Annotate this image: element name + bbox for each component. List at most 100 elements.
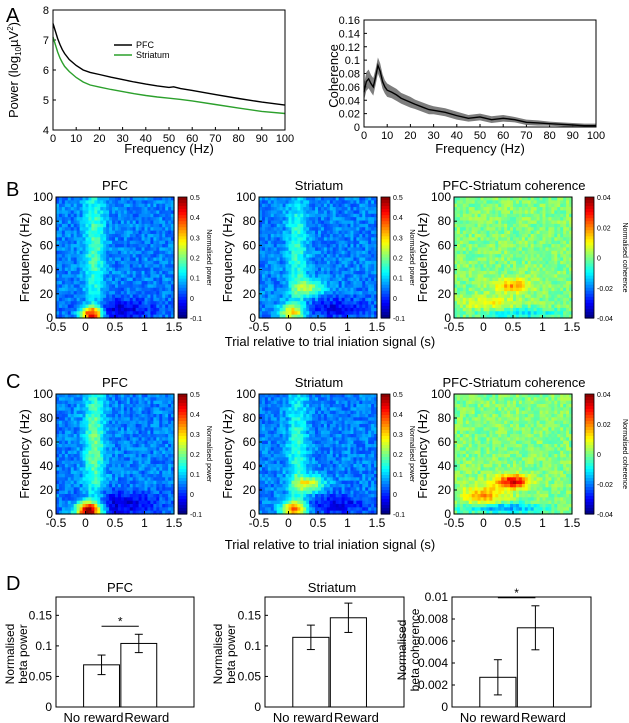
heatmap-cell xyxy=(112,277,116,282)
heatmap-cell xyxy=(326,264,331,269)
heatmap-cell xyxy=(171,287,175,292)
heatmap-cell xyxy=(282,220,287,225)
heatmap-cell xyxy=(326,220,331,225)
heatmap-cell xyxy=(515,233,520,238)
heatmap-cell xyxy=(171,274,175,279)
heatmap-cell xyxy=(64,311,69,316)
heatmap-cell xyxy=(88,237,92,242)
heatmap-xtick-label: 1.5 xyxy=(166,320,183,334)
heatmap-cell xyxy=(507,291,511,296)
heatmap-cell xyxy=(279,254,284,259)
heatmap-cell xyxy=(489,213,493,218)
heatmap-cell xyxy=(291,297,295,302)
heatmap-cell xyxy=(465,260,470,265)
heatmap-cell xyxy=(312,270,316,275)
heatmap-cell xyxy=(515,291,520,296)
heatmap-cell xyxy=(79,203,84,208)
heatmap-cell xyxy=(332,233,337,238)
heatmap-cell xyxy=(64,210,69,215)
heatmap-cell xyxy=(303,240,307,245)
heatmap-cell xyxy=(459,240,464,245)
heatmap-cell xyxy=(563,260,567,265)
heatmap-cell xyxy=(309,297,313,302)
heatmap-cell xyxy=(471,291,476,296)
heatmap-ylabel: Frequency (Hz) xyxy=(17,213,32,303)
heatmap-cell xyxy=(291,264,295,269)
heatmap-cell xyxy=(291,200,295,205)
heatmap-cell xyxy=(353,264,357,269)
heatmap-cell xyxy=(153,230,157,235)
heatmap-cell xyxy=(563,233,567,238)
heatmap-cell xyxy=(85,223,90,228)
heatmap-cell xyxy=(120,301,125,306)
heatmap-cell xyxy=(303,223,307,228)
heatmap-cell xyxy=(82,291,87,296)
heatmap-cell xyxy=(309,260,313,265)
heatmap-cell xyxy=(477,311,482,316)
heatmap-cell xyxy=(150,197,154,201)
heatmap-cell xyxy=(70,260,75,265)
heatmap-cell xyxy=(521,307,526,312)
heatmap-cell xyxy=(539,247,544,252)
heatmap-cell xyxy=(150,294,154,299)
heatmap-cell xyxy=(486,257,490,262)
heatmap-cell xyxy=(504,304,508,309)
heatmap-cell xyxy=(91,207,95,212)
heatmap-cell xyxy=(507,314,511,319)
heatmap-cell xyxy=(73,244,78,249)
heatmap-cell xyxy=(318,203,322,208)
heatmap-cell xyxy=(150,301,154,306)
heatmap-cell xyxy=(123,314,128,319)
heatmap-cell xyxy=(365,287,369,292)
heatmap-cell xyxy=(548,227,552,232)
heatmap-cell xyxy=(91,223,95,228)
heatmap-cell xyxy=(513,294,517,299)
heatmap-cell xyxy=(329,307,334,312)
heatmap-cell xyxy=(501,237,505,242)
heatmap-cell xyxy=(350,217,354,222)
heatmap-cell xyxy=(315,240,319,245)
heatmap-cell xyxy=(153,314,157,319)
heatmap-ytick-label: 0 xyxy=(444,311,451,325)
heatmap-cell xyxy=(359,274,363,279)
heatmap-cell xyxy=(456,213,461,218)
heatmap-cell xyxy=(347,284,352,289)
heatmap-cell xyxy=(374,220,378,225)
heatmap-cell xyxy=(123,233,128,238)
heatmap-cell xyxy=(468,254,473,259)
heatmap-cell xyxy=(126,257,131,262)
heatmap-cell xyxy=(294,304,298,309)
heatmap-cell xyxy=(97,314,101,319)
heatmap-cell xyxy=(513,203,517,208)
heatmap-cell xyxy=(521,291,526,296)
heatmap-cell xyxy=(374,213,378,218)
heatmap-cell xyxy=(318,284,322,289)
heatmap-cell xyxy=(504,220,508,225)
heatmap-cell xyxy=(56,227,60,232)
heatmap-cell xyxy=(536,281,541,285)
heatmap-cell xyxy=(291,274,295,279)
heatmap-cell xyxy=(557,220,561,225)
heatmap-cell xyxy=(150,244,154,249)
heatmap-cell xyxy=(79,213,84,218)
heatmap-cell xyxy=(70,394,75,398)
heatmap-cell xyxy=(132,304,137,309)
heatmap-cell xyxy=(279,311,284,316)
heatmap-cell xyxy=(492,311,496,316)
heatmap-cell xyxy=(320,277,325,282)
heatmap-cell xyxy=(495,277,499,282)
heatmap-cell xyxy=(282,210,287,215)
heatmap-xtick-label: -0.5 xyxy=(249,320,270,334)
heatmap-cell xyxy=(454,233,458,238)
heatmap-cell xyxy=(91,287,95,292)
heatmap-cell xyxy=(259,311,263,316)
colorbar-segment xyxy=(381,239,390,243)
heatmap-cell xyxy=(542,287,547,292)
colorbar-segment xyxy=(381,314,390,319)
heatmap-cell xyxy=(362,233,366,238)
heatmap-cell xyxy=(371,287,375,292)
heatmap-cell xyxy=(171,250,175,255)
heatmap-cell xyxy=(468,213,473,218)
heatmap-cell xyxy=(318,287,322,292)
heatmap-cell xyxy=(459,274,464,279)
